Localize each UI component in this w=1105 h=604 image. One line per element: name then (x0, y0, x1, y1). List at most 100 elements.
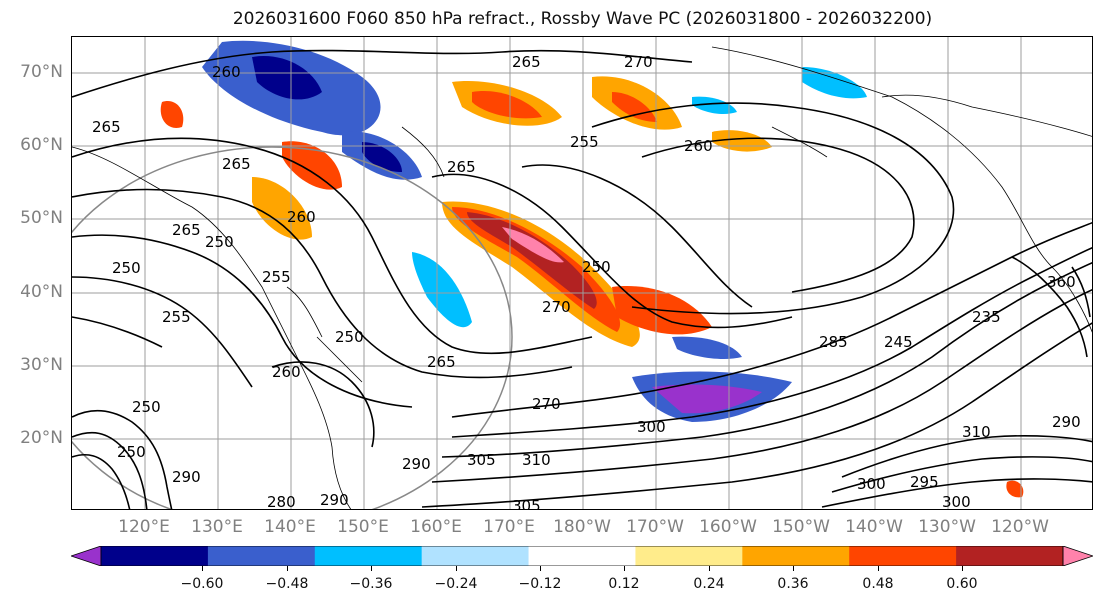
contour-label: 250 (582, 258, 611, 276)
lon-label-140e: 140°E (264, 517, 316, 537)
lon-label-160w: 160°W (699, 517, 757, 537)
contour-label: 290 (1052, 413, 1081, 431)
colorbar-tick-mark (202, 566, 203, 571)
contour-label: 255 (162, 308, 191, 326)
colorbar-tick-mark (287, 566, 288, 571)
colorbar-tick-mark (793, 566, 794, 571)
contour-label: 245 (884, 333, 913, 351)
contour-label: 300 (637, 418, 666, 436)
contour-label: 250 (112, 259, 141, 277)
lon-label-120w: 120°W (991, 517, 1049, 537)
map-title: 2026031600 F060 850 hPa refract., Rossby… (232, 9, 933, 29)
contour-label: 265 (172, 221, 201, 239)
refractivity-anomaly-fill (160, 40, 1024, 498)
contour-label: 260 (272, 363, 301, 381)
colorbar-tick-label: −0.24 (434, 576, 478, 592)
colorbar-extend-high (1062, 546, 1093, 566)
lat-label-20n: 20°N (20, 428, 63, 448)
contour-label: 290 (402, 455, 431, 473)
colorbar-segment (528, 546, 636, 566)
colorbar-tick-mark (540, 566, 541, 571)
contour-label: 250 (205, 233, 234, 251)
lon-label-140w: 140°W (845, 517, 903, 537)
lon-label-130e: 130°E (191, 517, 243, 537)
contour-label: 265 (447, 158, 476, 176)
colorbar-tick-label: 0.48 (862, 576, 894, 592)
lon-label-150e: 150°E (337, 517, 389, 537)
colorbar-segment (742, 546, 850, 566)
colorbar-tick-label: −0.48 (265, 576, 309, 592)
contour-label: 270 (624, 53, 653, 71)
colorbar-tick-mark (878, 566, 879, 571)
contour-label: 250 (117, 443, 146, 461)
contour-label: 305 (512, 497, 541, 510)
contour-label: 305 (467, 451, 496, 469)
lat-label-30n: 30°N (20, 355, 63, 375)
lon-label-150w: 150°W (772, 517, 830, 537)
contour-label: 260 (287, 208, 316, 226)
lon-label-180w: 180°W (553, 517, 611, 537)
contour-label: 310 (962, 423, 991, 441)
colorbar-segment (849, 546, 957, 566)
contour-label: 290 (172, 468, 201, 486)
contour-label: 255 (570, 133, 599, 151)
lon-label-170e: 170°E (483, 517, 535, 537)
lat-label-70n: 70°N (20, 62, 63, 82)
contour-label: 290 (320, 491, 349, 509)
colorbar-extend-low (71, 546, 102, 566)
contour-label: 260 (212, 63, 241, 81)
lon-label-170w: 170°W (626, 517, 684, 537)
colorbar-segment (956, 546, 1064, 566)
colorbar-segment (421, 546, 530, 566)
contour-label-group: 270 260 265 265 255 260 265 265 265 250 … (92, 53, 1081, 510)
coastlines (72, 46, 1092, 509)
colorbar-frame (100, 546, 1064, 566)
colorbar-tick-mark (456, 566, 457, 571)
colorbar-segment (207, 546, 316, 566)
contour-label: 360 (1047, 273, 1076, 291)
contour-label: 310 (522, 451, 551, 469)
lat-label-60n: 60°N (20, 135, 63, 155)
contour-label: 270 (542, 298, 571, 316)
contour-label: 300 (857, 475, 886, 493)
contour-label: 295 (910, 473, 939, 491)
colorbar-segment (635, 546, 743, 566)
colorbar-tick-label: −0.36 (349, 576, 393, 592)
contour-label: 265 (222, 155, 251, 173)
contour-label: 265 (427, 353, 456, 371)
lat-label-50n: 50°N (20, 208, 63, 228)
contour-label: 265 (512, 53, 541, 71)
lon-label-130w: 130°W (918, 517, 976, 537)
colorbar-segment (101, 546, 209, 566)
colorbar-tick-mark (962, 566, 963, 571)
colorbar-tick-mark (709, 566, 710, 571)
contour-label: 265 (92, 118, 121, 136)
height-contours (72, 49, 1092, 509)
graticule (72, 37, 1092, 509)
colorbar-tick-label: 0.60 (946, 576, 978, 592)
range-circle (72, 146, 513, 509)
colorbar-tick-label: 0.24 (693, 576, 725, 592)
colorbar (71, 546, 1093, 566)
contour-label: 255 (262, 268, 291, 286)
contour-label: 280 (267, 493, 296, 510)
contour-label: 260 (684, 137, 713, 155)
contour-label: 285 (819, 333, 848, 351)
colorbar-segments (71, 546, 1093, 566)
colorbar-tick-label: −0.60 (180, 576, 224, 592)
colorbar-segment (314, 546, 423, 566)
map-canvas: 270 260 265 265 255 260 265 265 265 250 … (72, 37, 1092, 510)
contour-label: 250 (335, 328, 364, 346)
lon-label-160e: 160°E (410, 517, 462, 537)
lat-label-40n: 40°N (20, 282, 63, 302)
colorbar-tick-label: −0.12 (518, 576, 562, 592)
contour-label: 235 (972, 308, 1001, 326)
contour-label: 250 (132, 398, 161, 416)
colorbar-tick-label: 0.36 (777, 576, 809, 592)
colorbar-tick-mark (624, 566, 625, 571)
map-panel: 270 260 265 265 255 260 265 265 265 250 … (71, 36, 1093, 510)
contour-label: 270 (532, 395, 561, 413)
contour-label: 300 (942, 493, 971, 510)
colorbar-tick-mark (371, 566, 372, 571)
lon-label-120e: 120°E (118, 517, 170, 537)
